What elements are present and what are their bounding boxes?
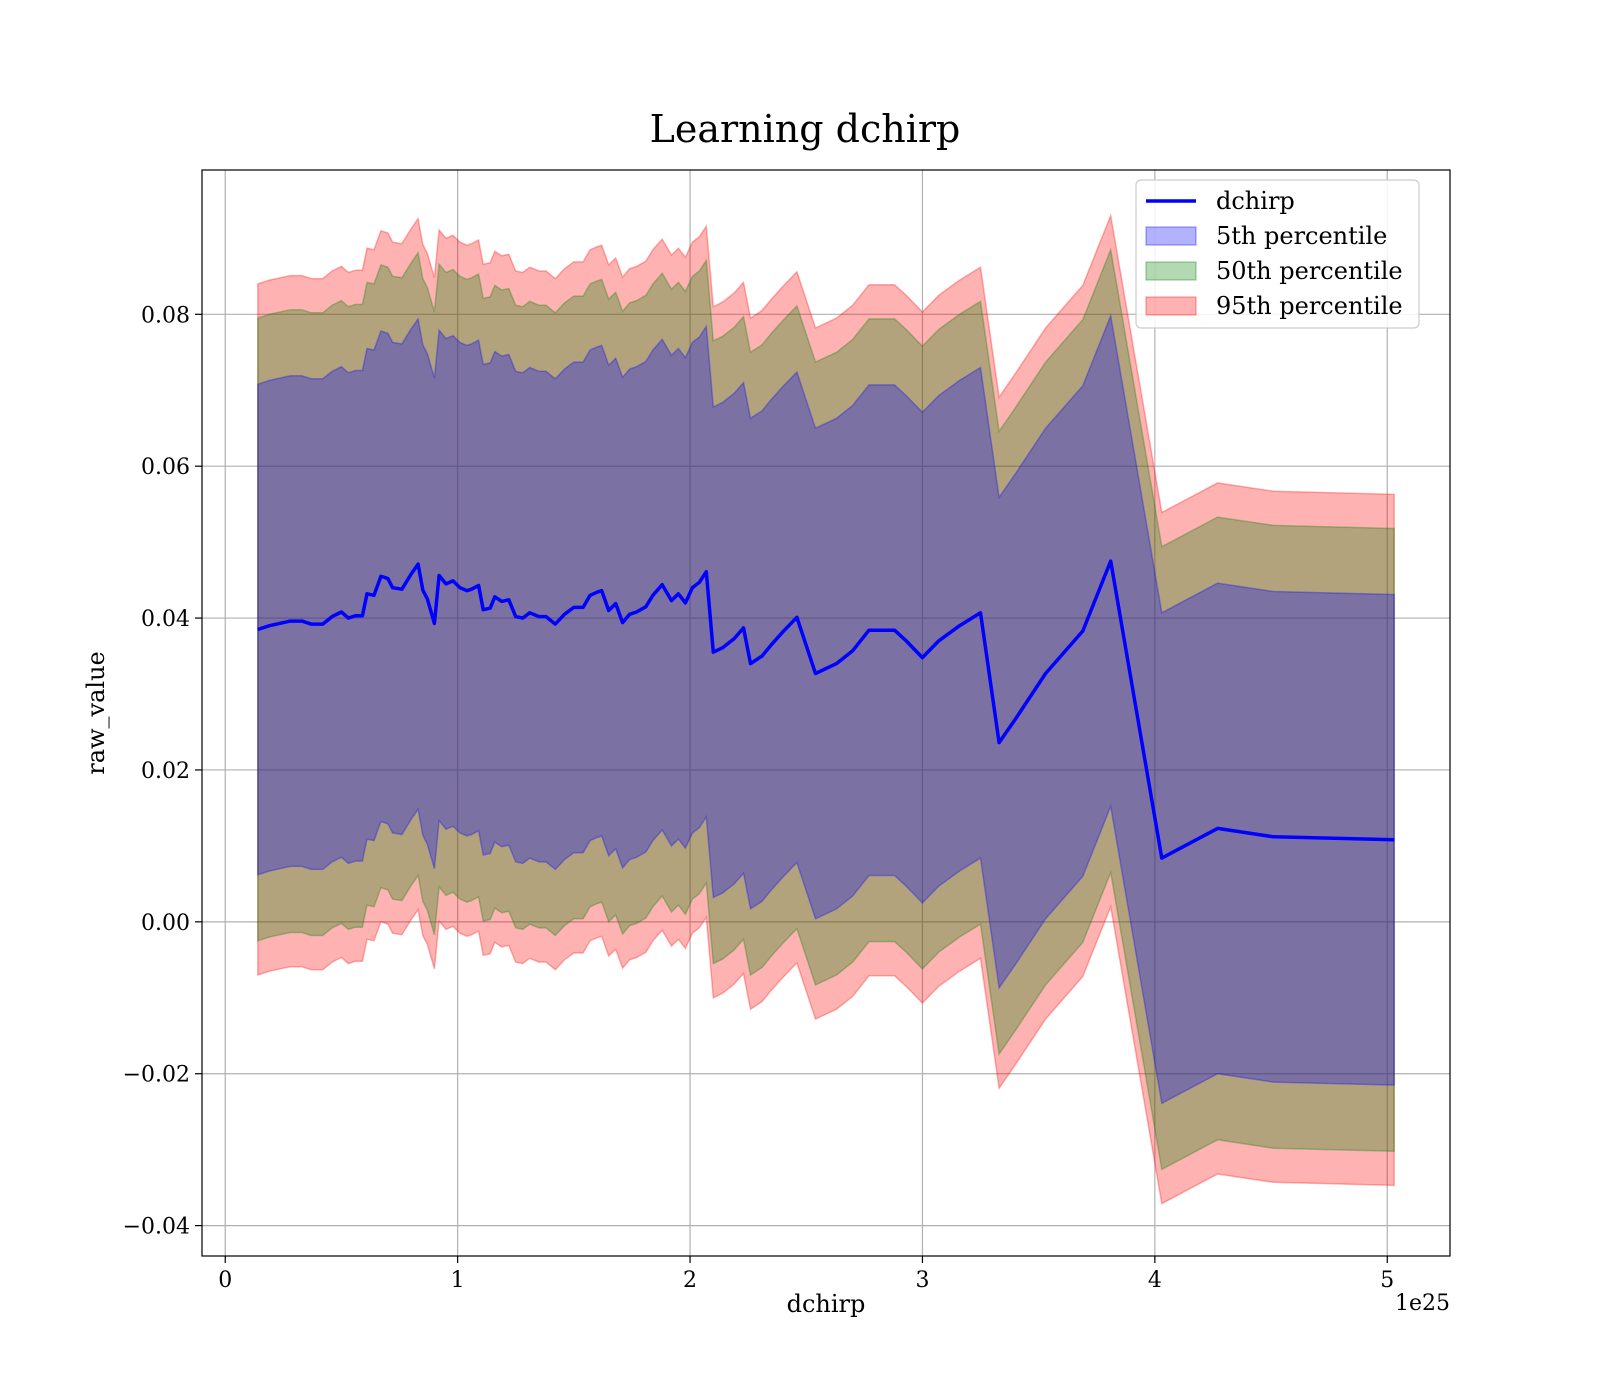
band-5th-percentile [257, 313, 1395, 1105]
series-lines [257, 559, 1395, 860]
legend-label: 5th percentile [1216, 222, 1387, 250]
percentile-bands [257, 212, 1395, 1205]
legend: dchirp 5th percentile 50th percentile 95th … [1135, 179, 1420, 329]
band-50th-percentile [257, 246, 1395, 1171]
y-tick-label: 0.00 [141, 911, 190, 936]
x-tick-label: 4 [1148, 1268, 1162, 1293]
y-tick-label: −0.02 [123, 1063, 190, 1088]
legend-box [1135, 179, 1420, 329]
legend-label: 50th percentile [1216, 257, 1403, 285]
x-axis-offset-label: 1e25 [1395, 1291, 1450, 1316]
y-tick-label: 0.02 [141, 759, 190, 784]
y-tick-label: 0.04 [141, 607, 190, 632]
legend-label: 95th percentile [1216, 292, 1403, 320]
y-tick-label: 0.06 [141, 455, 190, 480]
legend-patch-swatch [1145, 261, 1197, 281]
x-tick-label: 2 [683, 1268, 697, 1293]
y-axis-ticks: −0.04 −0.02 0.00 0.02 0.04 0.06 0.08 [123, 303, 202, 1240]
x-tick-label: 3 [915, 1268, 929, 1293]
y-tick-label: −0.04 [123, 1215, 190, 1240]
chart-title: Learning dchirp [650, 107, 961, 151]
x-axis-ticks: 0 1 2 3 4 5 [218, 1256, 1394, 1293]
band-95th-percentile [257, 212, 1395, 1205]
x-tick-label: 0 [218, 1268, 232, 1293]
legend-patch-swatch [1145, 296, 1197, 316]
legend-label: dchirp [1216, 187, 1295, 215]
series-line-dchirp [257, 559, 1395, 860]
y-tick-label: 0.08 [141, 303, 190, 328]
x-axis-label: dchirp [787, 1290, 866, 1318]
x-tick-label: 1 [451, 1268, 465, 1293]
plot-frame [201, 169, 1451, 1257]
y-axis-label: raw_value [82, 651, 110, 775]
x-tick-label: 5 [1380, 1268, 1394, 1293]
legend-patch-swatch [1145, 226, 1197, 246]
